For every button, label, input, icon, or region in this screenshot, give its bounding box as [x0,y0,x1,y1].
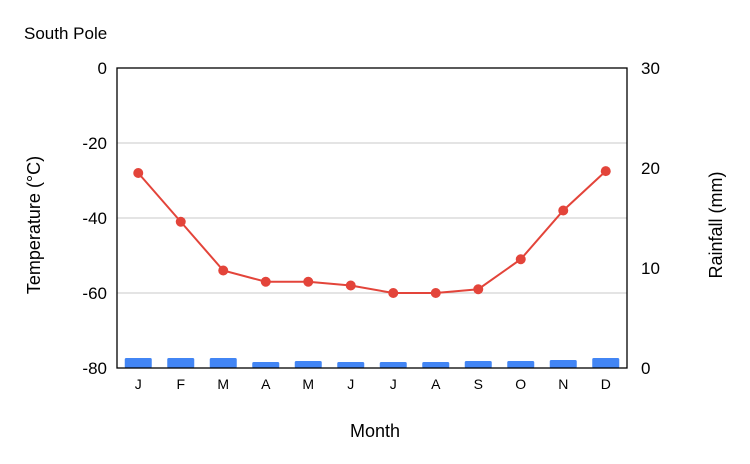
temperature-point [133,168,144,178]
rainfall-bars [124,358,620,368]
x-tick-label: D [601,376,611,392]
left-axis-ticks: 0 -20 -40 -60 -80 [82,59,107,378]
x-tick-label: J [135,376,142,392]
left-tick-label: -60 [82,284,107,303]
x-axis-title: Month [350,421,400,441]
x-tick-label: J [390,376,397,392]
left-tick-label: 0 [98,59,107,78]
rainfall-bar [337,362,365,368]
chart-title: South Pole [24,24,107,43]
right-axis-title: Rainfall (mm) [706,171,726,278]
rainfall-bar [294,361,322,368]
gridlines [117,142,627,294]
temperature-point [175,216,186,227]
x-tick-label: M [217,376,229,392]
rainfall-bar [592,358,620,368]
temperature-point [388,288,399,298]
right-tick-label: 20 [641,159,660,178]
rainfall-bar [209,358,237,368]
right-tick-label: 0 [641,359,650,378]
x-tick-label: A [261,376,271,392]
temperature-point [430,288,441,298]
x-tick-label: S [474,376,483,392]
rainfall-bar [507,361,535,368]
right-tick-label: 30 [641,59,660,78]
rainfall-bar [379,362,407,368]
temperature-point [345,280,356,291]
temperature-line [133,166,611,298]
rainfall-bar [422,362,450,368]
rainfall-bar [464,361,492,368]
left-tick-label: -20 [82,134,107,153]
temperature-point [218,265,229,276]
temperature-point [558,205,569,216]
x-tick-label: A [431,376,441,392]
x-tick-label: M [302,376,314,392]
plot-frame [116,67,628,369]
right-tick-label: 10 [641,259,660,278]
temperature-point [260,276,271,287]
rainfall-bar [252,362,280,368]
temperature-point [515,254,526,265]
left-axis-title: Temperature (°C) [24,156,44,294]
temperature-point [600,166,611,177]
x-tick-label: F [176,376,185,392]
right-axis-ticks: 30 20 10 0 [641,59,660,378]
left-tick-label: -80 [82,359,107,378]
rainfall-bar [549,360,577,368]
temperature-point [303,276,314,287]
x-tick-label: J [347,376,354,392]
temperature-line-path [137,170,607,294]
x-tick-label: O [515,376,526,392]
left-tick-label: -40 [82,209,107,228]
temperature-point [473,284,484,295]
x-tick-label: N [558,376,568,392]
rainfall-bar [167,358,195,368]
rainfall-bar [124,358,152,368]
